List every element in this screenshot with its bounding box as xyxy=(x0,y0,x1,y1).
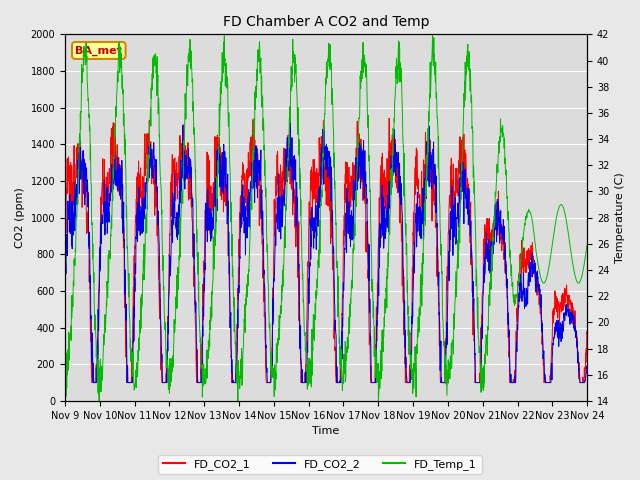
X-axis label: Time: Time xyxy=(312,426,340,436)
Y-axis label: CO2 (ppm): CO2 (ppm) xyxy=(15,187,25,248)
Title: FD Chamber A CO2 and Temp: FD Chamber A CO2 and Temp xyxy=(223,15,429,29)
Y-axis label: Temperature (C): Temperature (C) xyxy=(615,172,625,263)
Legend: FD_CO2_1, FD_CO2_2, FD_Temp_1: FD_CO2_1, FD_CO2_2, FD_Temp_1 xyxy=(159,455,481,474)
Text: BA_met: BA_met xyxy=(76,45,122,56)
